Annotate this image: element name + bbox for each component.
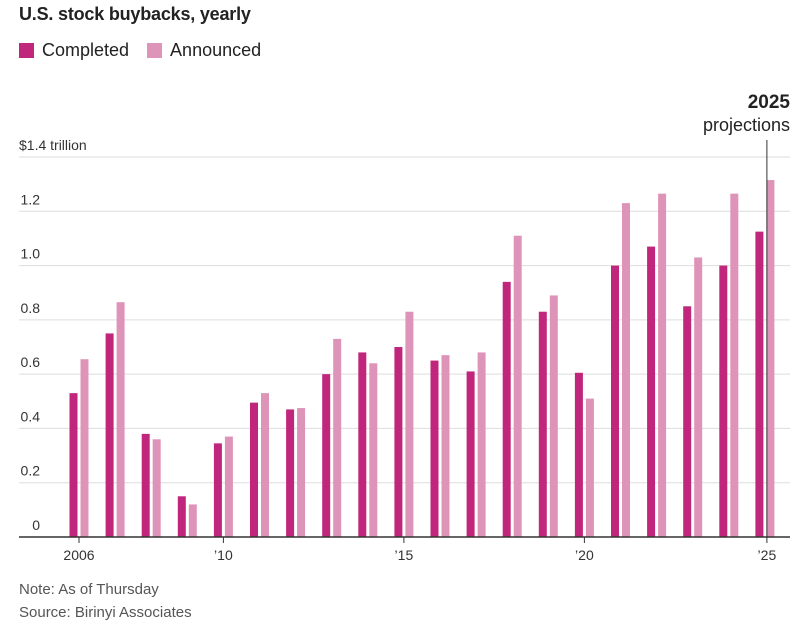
bar-completed-2013 (322, 374, 331, 537)
bar-announced-2022 (658, 193, 667, 537)
bar-completed-2014 (358, 352, 367, 537)
y-tick-label: 1.0 (21, 246, 41, 262)
bar-announced-2016 (441, 355, 450, 537)
x-tick-label: ’20 (575, 547, 594, 563)
bar-completed-2011 (250, 402, 258, 537)
projection-annotation: 2025 projections (703, 92, 790, 135)
bar-completed-2015 (394, 347, 403, 537)
bar-announced-2017 (477, 352, 486, 537)
source-text: Source: Birinyi Associates (19, 604, 192, 621)
bar-completed-2007 (105, 333, 114, 537)
legend-item-completed: Completed (19, 40, 129, 61)
bar-completed-2025 (755, 231, 764, 537)
note-text: Note: As of Thursday (19, 581, 159, 598)
bar-completed-2021 (611, 265, 619, 537)
y-tick-label: 1.2 (21, 191, 41, 207)
bar-completed-2023 (683, 306, 692, 537)
bar-announced-2013 (333, 338, 342, 537)
bar-announced-2021 (622, 203, 630, 537)
bar-completed-2010 (213, 443, 222, 537)
x-tick-label: 2006 (63, 547, 94, 563)
legend-item-announced: Announced (147, 40, 261, 61)
bar-announced-2018 (513, 235, 522, 537)
bar-completed-2016 (430, 360, 439, 537)
bar-announced-2020 (585, 398, 594, 537)
bar-announced-2025 (766, 180, 775, 538)
bar-announced-2011 (261, 393, 269, 537)
y-tick-label: $1.4 trillion (19, 137, 87, 153)
legend-swatch-announced (147, 43, 163, 58)
bar-completed-2009 (177, 496, 186, 537)
annotation-year: 2025 (748, 92, 791, 113)
legend-label-completed: Completed (42, 40, 130, 60)
bar-announced-2009 (188, 504, 197, 537)
x-tick-label: ’25 (758, 547, 777, 563)
bar-completed-2012 (286, 409, 295, 537)
bar-announced-2006 (80, 359, 89, 537)
bar-completed-2017 (466, 371, 475, 537)
bar-announced-2008 (152, 439, 161, 537)
bar-announced-2010 (224, 436, 233, 537)
bar-completed-2008 (141, 433, 150, 537)
bars (69, 180, 775, 538)
x-tick-label: ’15 (395, 547, 414, 563)
bar-announced-2007 (116, 302, 125, 537)
bar-announced-2023 (694, 257, 703, 537)
chart-title: U.S. stock buybacks, yearly (19, 4, 251, 24)
bar-announced-2012 (297, 408, 306, 537)
bar-announced-2019 (549, 295, 558, 537)
y-tick-label: 0 (32, 517, 40, 533)
bar-completed-2006 (69, 393, 78, 537)
legend-label-announced: Announced (170, 40, 262, 60)
legend-swatch-completed (19, 43, 34, 58)
y-tick-label: 0.6 (21, 354, 41, 370)
bar-completed-2020 (574, 372, 583, 537)
bar-announced-2014 (369, 363, 378, 537)
bar-completed-2019 (538, 311, 547, 537)
y-tick-label: 0.4 (21, 408, 41, 424)
bar-completed-2022 (647, 246, 656, 538)
legend: Completed Announced (19, 40, 279, 61)
bar-completed-2018 (502, 281, 511, 537)
axes: 0 0.2 0.4 0.6 0.8 1.0 1.2 $1.4 trillion 2006 ’10 ’… (19, 137, 790, 563)
bar-announced-2015 (405, 311, 414, 537)
y-tick-label: 0.8 (21, 300, 41, 316)
annotation-label: projections (703, 115, 790, 135)
bar-completed-2024 (719, 265, 728, 537)
x-tick-label: ’10 (214, 547, 233, 563)
bar-announced-2024 (730, 193, 739, 537)
gridlines (19, 156, 790, 484)
y-tick-label: 0.2 (21, 463, 41, 479)
